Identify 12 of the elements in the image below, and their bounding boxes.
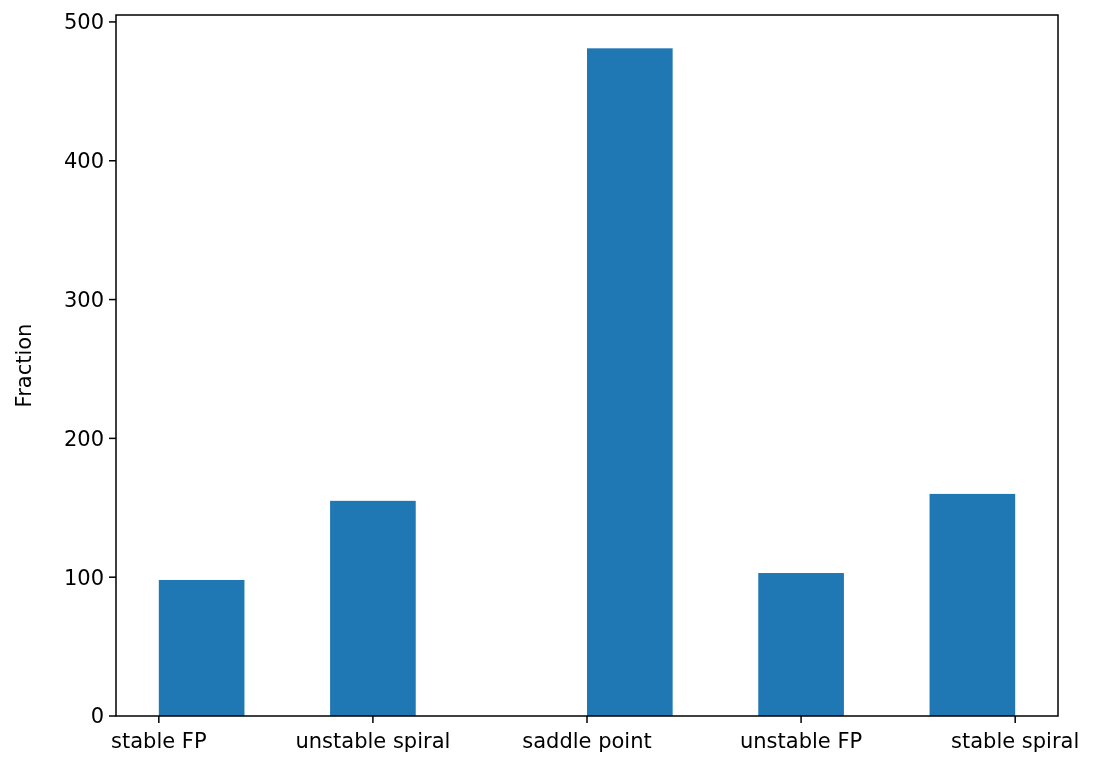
x-tick-label: unstable spiral [295,729,451,753]
y-axis-title: Fraction [12,323,36,408]
x-tick-label: stable FP [111,729,207,753]
y-tick-label: 300 [63,287,104,312]
y-tick-label: 500 [63,10,104,35]
y-tick-label: 400 [63,149,104,174]
x-tick-label: unstable FP [740,729,863,753]
y-tick-label: 100 [63,565,104,590]
y-tick-label: 200 [63,426,104,451]
x-tick-label: stable spiral [951,729,1080,753]
y-tick-label: 0 [90,704,104,729]
x-tick-label: saddle point [522,729,652,753]
